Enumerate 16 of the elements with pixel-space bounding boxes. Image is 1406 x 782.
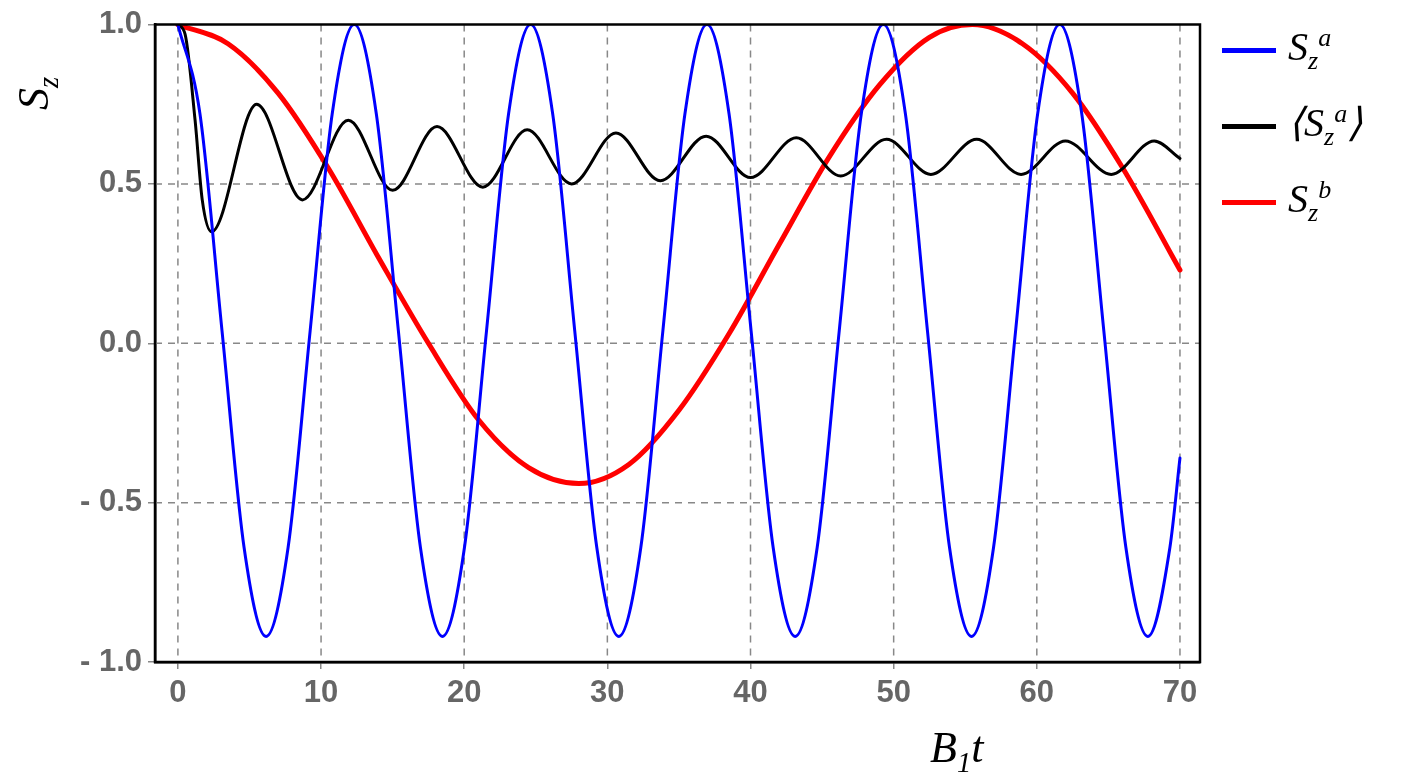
x-tick-label: 0 — [169, 674, 187, 710]
y-tick-label: - 0.5 — [79, 483, 142, 519]
x-tick-label: 20 — [446, 674, 482, 710]
legend-label: ⟨S$_{z}$$^{a}$⟩ — [1288, 99, 1364, 153]
x-tick-label: 10 — [303, 674, 339, 710]
x-axis-title: B$_{1}$t — [930, 722, 984, 779]
x-tick-label: 40 — [733, 674, 768, 710]
x-tick-label: 50 — [876, 674, 911, 710]
y-tick-label: - 1.0 — [79, 642, 142, 678]
x-tick-label: 30 — [590, 674, 625, 710]
x-tick-label: 60 — [1019, 674, 1055, 710]
y-tick-label: 0.5 — [98, 164, 142, 200]
y-tick-label: 1.0 — [98, 5, 142, 41]
y-tick-label: 0.0 — [98, 323, 142, 359]
x-tick-label: 70 — [1162, 674, 1198, 710]
line-series — [176, 24, 1182, 638]
